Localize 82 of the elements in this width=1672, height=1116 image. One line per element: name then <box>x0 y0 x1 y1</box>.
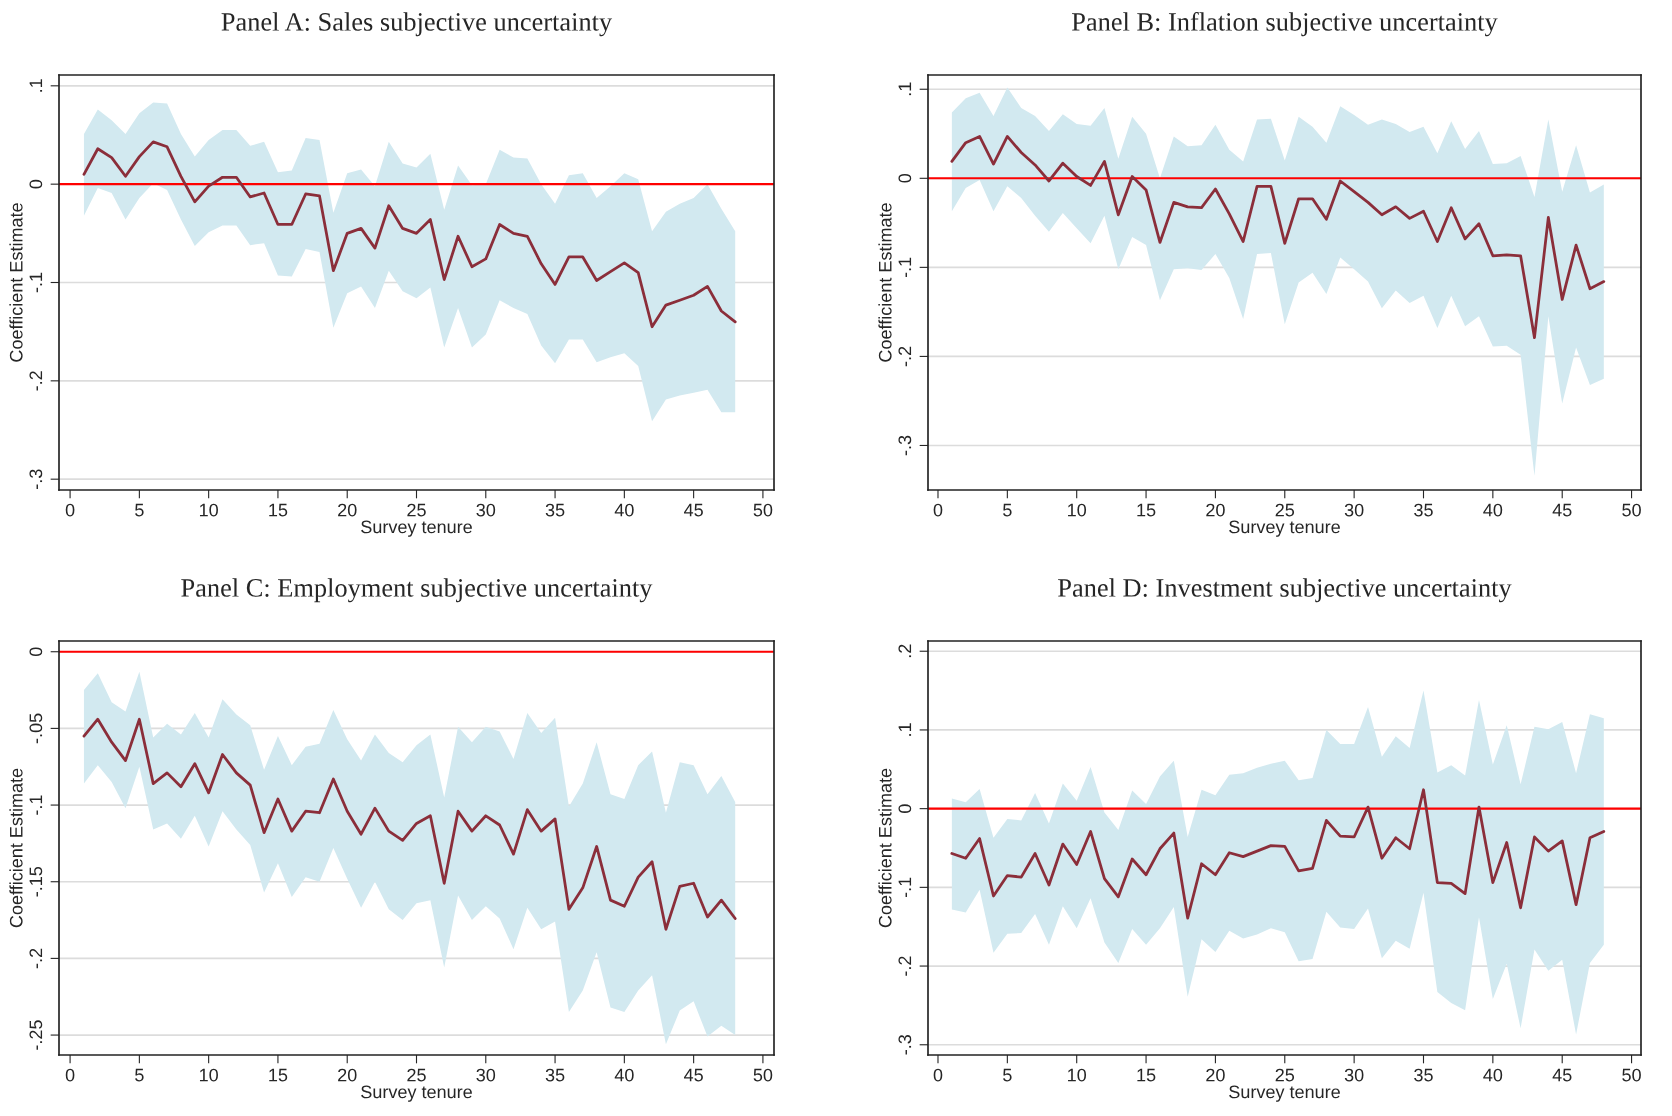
y-tick-label: 0 <box>29 179 43 189</box>
chart-title: Panel A: Sales subjective uncertainty <box>221 12 613 37</box>
x-tick-label: 35 <box>545 503 565 517</box>
x-tick-label: 10 <box>1068 503 1087 517</box>
x-tick-label: 10 <box>1068 1068 1087 1082</box>
y-tick-label: .1 <box>898 723 912 736</box>
y-tick-label: -.3 <box>898 435 912 456</box>
x-tick-label: 10 <box>199 503 218 517</box>
x-tick-label: 30 <box>1344 503 1364 517</box>
y-tick-label: 0 <box>898 173 912 183</box>
x-axis-title: Survey tenure <box>1229 1085 1340 1102</box>
y-tick-label: .1 <box>898 82 912 96</box>
x-tick-label: 0 <box>933 503 943 517</box>
y-tick-label: -.2 <box>29 948 43 969</box>
x-tick-label: 0 <box>65 503 75 517</box>
x-tick-label: 45 <box>684 1068 703 1082</box>
x-tick-label: 40 <box>614 1068 634 1082</box>
y-tick-label: -.3 <box>29 469 43 489</box>
x-tick-label: 20 <box>1206 1068 1225 1082</box>
chart-title: Panel D: Investment subjective uncertainty <box>1058 578 1512 603</box>
line-series <box>82 140 737 329</box>
x-tick-label: 25 <box>1275 1068 1295 1082</box>
line-series <box>82 717 737 931</box>
y-tick-label: .2 <box>898 644 912 658</box>
y-tick-label: -.2 <box>898 956 912 976</box>
y-tick-label: 0 <box>29 647 43 657</box>
chart-title: Panel B: Inflation subjective uncertainty <box>1072 11 1498 37</box>
x-tick-label: 15 <box>1137 1068 1156 1082</box>
x-tick-label: 35 <box>1414 503 1433 517</box>
y-tick-label: .1 <box>29 79 43 92</box>
x-tick-label: 40 <box>1483 503 1503 517</box>
x-tick-label: 35 <box>1414 1068 1433 1082</box>
y-tick-label: -.1 <box>29 795 43 815</box>
x-tick-label: 20 <box>338 503 357 517</box>
y-tick-label: -.3 <box>898 1035 912 1055</box>
y-tick-label: -.25 <box>29 1020 43 1050</box>
x-tick-label: 5 <box>1003 1068 1012 1082</box>
y-tick-label: -.2 <box>898 346 912 367</box>
x-tick-label: 45 <box>684 503 703 517</box>
x-tick-label: 25 <box>407 503 426 517</box>
x-tick-label: 0 <box>933 1068 943 1082</box>
y-tick-label: -.05 <box>29 713 43 744</box>
x-tick-label: 30 <box>476 1068 496 1082</box>
y-axis-title: Coefficient Estimate <box>878 203 892 362</box>
line-series <box>950 135 1606 340</box>
x-tick-label: 30 <box>476 503 496 517</box>
x-tick-label: 25 <box>1275 503 1295 517</box>
x-tick-label: 0 <box>65 1068 75 1082</box>
y-tick-label: -.1 <box>898 877 912 898</box>
x-tick-label: 45 <box>1552 503 1572 517</box>
line-series <box>950 788 1606 920</box>
x-tick-label: 40 <box>614 503 634 517</box>
y-tick-label: -.1 <box>29 272 43 293</box>
x-tick-label: 20 <box>1206 503 1225 517</box>
x-axis-title: Survey tenure <box>1229 520 1340 537</box>
x-tick-label: 10 <box>199 1068 218 1082</box>
x-tick-label: 20 <box>338 1068 357 1082</box>
y-tick-label: 0 <box>898 804 912 813</box>
chart-title: Panel C: Employment subjective uncertainty <box>181 578 653 603</box>
y-tick-label: -.2 <box>29 371 43 391</box>
y-axis-title: Coefficient Estimate <box>9 203 23 362</box>
x-axis-title: Survey tenure <box>361 520 472 537</box>
x-tick-label: 45 <box>1552 1068 1572 1082</box>
x-tick-label: 50 <box>1622 1068 1641 1082</box>
x-axis-title: Survey tenure <box>361 1085 472 1102</box>
x-tick-label: 50 <box>753 1068 773 1082</box>
x-tick-label: 15 <box>269 1068 288 1082</box>
x-tick-label: 15 <box>269 503 288 517</box>
x-tick-label: 50 <box>1622 503 1641 517</box>
x-tick-label: 25 <box>407 1068 426 1082</box>
y-tick-label: -.15 <box>29 866 43 897</box>
x-tick-label: 5 <box>135 1068 144 1082</box>
y-tick-label: -.1 <box>898 257 912 278</box>
x-tick-label: 30 <box>1344 1068 1364 1082</box>
x-tick-label: 15 <box>1137 503 1156 517</box>
x-tick-label: 35 <box>545 1068 565 1082</box>
x-tick-label: 5 <box>1003 503 1012 517</box>
x-tick-label: 5 <box>135 503 144 517</box>
y-axis-title: Coefficient Estimate <box>878 768 892 928</box>
x-tick-label: 40 <box>1483 1068 1503 1082</box>
x-tick-label: 50 <box>753 503 773 517</box>
y-axis-title: Coefficient Estimate <box>9 768 23 928</box>
